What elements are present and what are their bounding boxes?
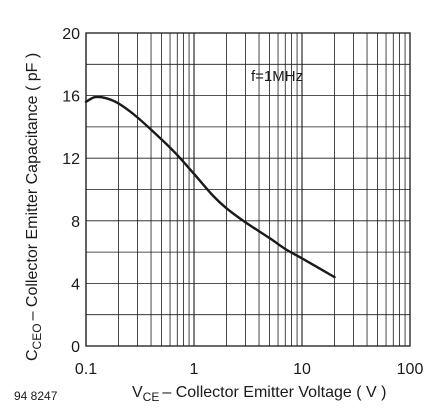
y-tick-label: 16 xyxy=(62,89,80,106)
y-tick-label: 20 xyxy=(62,26,80,43)
series-layer xyxy=(84,95,336,279)
plot-frame xyxy=(85,32,411,347)
y-tick-label: 8 xyxy=(71,214,80,231)
x-tick-label: 0.1 xyxy=(75,361,97,378)
x-tick-labels: 0.1 1 10 100 xyxy=(75,361,424,378)
x-tick-label: 1 xyxy=(190,361,199,378)
grid xyxy=(85,32,410,347)
y-tick-label: 0 xyxy=(71,339,80,356)
figure-id: 94 8247 xyxy=(14,389,58,403)
y-tick-labels: 0 4 8 12 16 20 xyxy=(62,26,80,356)
x-axis-title: VCE – Collector Emitter Voltage ( V ) xyxy=(132,384,386,404)
x-tick-label: 10 xyxy=(293,361,311,378)
y-tick-label: 12 xyxy=(62,151,80,168)
y-axis-title: CCEO– Collector Emitter Capacitance ( pF… xyxy=(24,53,44,361)
annotation-frequency: f=1MHz xyxy=(251,68,303,85)
capacitance-curve xyxy=(84,95,336,279)
x-tick-label: 100 xyxy=(397,361,424,378)
y-tick-label: 4 xyxy=(71,276,80,293)
